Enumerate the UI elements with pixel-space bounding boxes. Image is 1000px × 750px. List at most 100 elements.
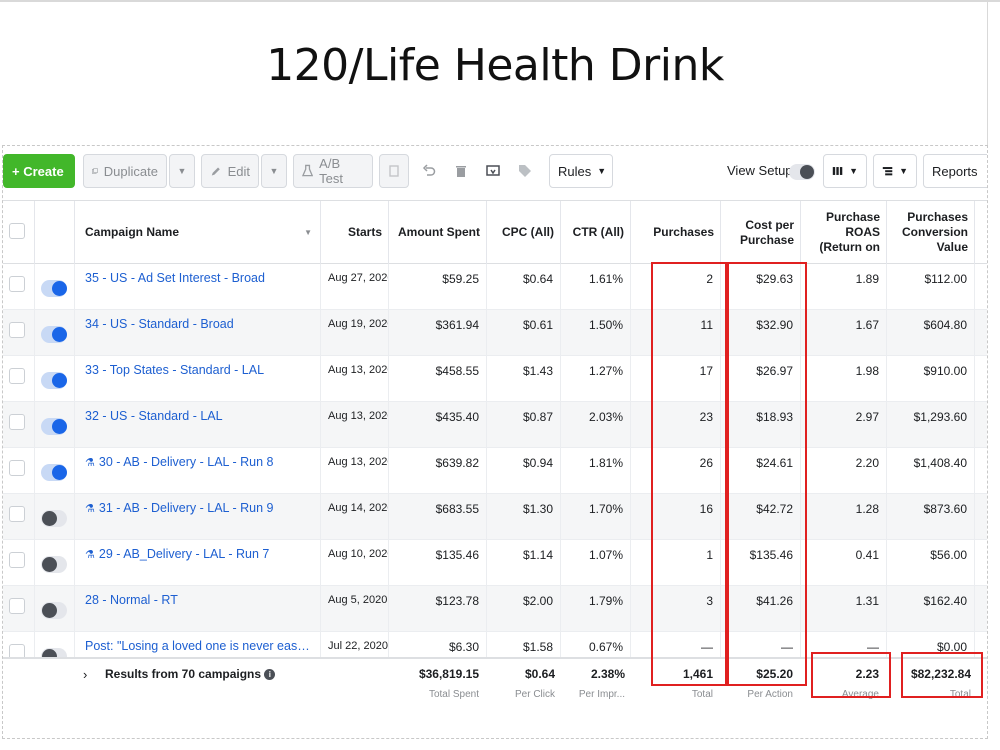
header-select-cell <box>3 201 35 264</box>
column-header-purchase-roas[interactable]: Purchase ROAS (Return on <box>801 201 887 264</box>
table-row[interactable]: Post: "Losing a loved one is never easy.… <box>3 632 987 662</box>
row-select-cell <box>3 448 35 493</box>
create-button[interactable]: + Create <box>3 154 75 188</box>
summary-cpc-sub: Per Click <box>514 689 555 700</box>
table-row[interactable]: ⚗ 29 - AB_Delivery - LAL - Run 7 Aug 10, 2… <box>3 540 987 586</box>
rules-label: Rules <box>558 163 592 179</box>
cell-amount: $435.40 <box>389 402 487 447</box>
chevron-down-icon: ▼ <box>849 166 858 176</box>
table-row[interactable]: 32 - US - Standard - LAL Aug 13, 2020 $435… <box>3 402 987 448</box>
preview-button[interactable] <box>479 154 507 188</box>
chevron-down-icon: ▼ <box>269 166 279 176</box>
expand-chevron-icon[interactable]: › <box>83 667 88 682</box>
campaign-name-link[interactable]: 34 - US - Standard - Broad <box>75 310 321 355</box>
campaign-status-toggle[interactable] <box>41 602 67 619</box>
table-row[interactable]: ⚗ 30 - AB - Delivery - LAL - Run 8 Aug 13,… <box>3 448 987 494</box>
cell-ctr: 0.67% <box>561 632 631 661</box>
reports-button[interactable]: Reports <box>923 154 987 188</box>
row-checkbox[interactable] <box>9 552 25 568</box>
highlight-purchases-column <box>651 262 729 686</box>
campaign-name-link[interactable]: Post: "Losing a loved one is never easy.… <box>75 632 321 661</box>
toggle-knob <box>52 419 67 434</box>
cell-value: $162.40 <box>887 586 975 631</box>
column-header-amount-spent[interactable]: Amount Spent <box>389 201 487 264</box>
duplicate-button[interactable]: Duplicate <box>83 154 167 188</box>
campaign-status-toggle[interactable] <box>41 464 67 481</box>
row-select-cell <box>3 402 35 447</box>
row-checkbox[interactable] <box>9 368 25 384</box>
row-checkbox[interactable] <box>9 598 25 614</box>
columns-button[interactable]: ▼ <box>823 154 867 188</box>
campaign-status-toggle[interactable] <box>41 556 67 573</box>
view-setup-toggle[interactable] <box>789 164 815 180</box>
summary-cost: $25.20 <box>756 667 793 681</box>
campaign-status-toggle[interactable] <box>41 326 67 343</box>
campaign-name-link[interactable]: 32 - US - Standard - LAL <box>75 402 321 447</box>
flask-icon <box>302 164 314 177</box>
chevron-down-icon: ▼ <box>177 166 187 176</box>
tag-button[interactable] <box>511 154 539 188</box>
table-row[interactable]: 34 - US - Standard - Broad Aug 19, 2020 $3… <box>3 310 987 356</box>
cell-value: $112.00 <box>887 264 975 309</box>
edit-label: Edit <box>227 163 250 179</box>
table-row[interactable]: 35 - US - Ad Set Interest - Broad Aug 27,… <box>3 264 987 310</box>
info-icon[interactable]: i <box>264 669 276 681</box>
campaign-name-link[interactable]: 35 - US - Ad Set Interest - Broad <box>75 264 321 309</box>
campaign-name-link[interactable]: ⚗ 30 - AB - Delivery - LAL - Run 8 <box>75 448 321 493</box>
delete-button[interactable] <box>447 154 475 188</box>
row-toggle-cell <box>35 402 75 447</box>
campaign-status-toggle[interactable] <box>41 372 67 389</box>
campaign-name-link[interactable]: ⚗ 29 - AB_Delivery - LAL - Run 7 <box>75 540 321 585</box>
row-select-cell <box>3 586 35 631</box>
summary-amount: $36,819.15 <box>418 667 479 681</box>
select-all-checkbox[interactable] <box>9 223 25 239</box>
row-checkbox[interactable] <box>9 460 25 476</box>
campaign-status-toggle[interactable] <box>41 280 67 297</box>
undo-button[interactable] <box>415 154 443 188</box>
summary-ctr: 2.38% <box>590 667 625 681</box>
breakdown-button[interactable]: ▼ <box>873 154 917 188</box>
ads-manager-screenshot: + Create Duplicate ▼ Edit ▼ A/B Test <box>2 145 988 739</box>
campaign-status-toggle[interactable] <box>41 418 67 435</box>
cell-cpc: $0.64 <box>487 264 561 309</box>
campaign-status-toggle[interactable] <box>41 510 67 527</box>
campaign-name-text: 31 - AB - Delivery - LAL - Run 9 <box>98 501 274 515</box>
column-header-cost-per-purchase[interactable]: Cost per Purchase <box>721 201 801 264</box>
cell-amount: $123.78 <box>389 586 487 631</box>
row-checkbox[interactable] <box>9 276 25 292</box>
summary-cpc: $0.64 <box>524 667 555 681</box>
copy-button[interactable] <box>379 154 409 188</box>
cell-ctr: 1.61% <box>561 264 631 309</box>
row-checkbox[interactable] <box>9 414 25 430</box>
toggle-knob <box>42 511 57 526</box>
ab-test-button[interactable]: A/B Test <box>293 154 373 188</box>
table-row[interactable]: ⚗ 31 - AB - Delivery - LAL - Run 9 Aug 14,… <box>3 494 987 540</box>
edit-dropdown[interactable]: ▼ <box>261 154 287 188</box>
toggle-knob <box>800 165 814 179</box>
column-header-conversion-value[interactable]: Purchases Conversion Value <box>887 201 975 264</box>
duplicate-dropdown[interactable]: ▼ <box>169 154 195 188</box>
rules-button[interactable]: Rules ▼ <box>549 154 613 188</box>
slide-top-border <box>0 0 1000 2</box>
column-header-ctr[interactable]: CTR (All) <box>561 201 631 264</box>
cell-ctr: 1.50% <box>561 310 631 355</box>
table-row[interactable]: 28 - Normal - RT Aug 5, 2020 $123.78 $2.00 1… <box>3 586 987 632</box>
column-header-campaign-name[interactable]: Campaign Name ▼ <box>75 201 321 264</box>
cell-starts: Aug 27, 2020 <box>321 264 389 309</box>
campaign-name-link[interactable]: 33 - Top States - Standard - LAL <box>75 356 321 401</box>
edit-button[interactable]: Edit <box>201 154 259 188</box>
summary-cost-sub: Per Action <box>747 689 793 700</box>
table-row[interactable]: 33 - Top States - Standard - LAL Aug 13, … <box>3 356 987 402</box>
row-checkbox[interactable] <box>9 322 25 338</box>
column-header-purchases[interactable]: Purchases <box>631 201 721 264</box>
column-header-cpc[interactable]: CPC (All) <box>487 201 561 264</box>
cell-amount: $135.46 <box>389 540 487 585</box>
campaign-name-link[interactable]: 28 - Normal - RT <box>75 586 321 631</box>
column-header-starts[interactable]: Starts <box>321 201 389 264</box>
row-checkbox[interactable] <box>9 506 25 522</box>
cell-ctr: 1.81% <box>561 448 631 493</box>
summary-roas: 2.23 <box>855 667 879 681</box>
cell-cpc: $1.43 <box>487 356 561 401</box>
table-header: Campaign Name ▼ Starts Amount Spent CPC … <box>3 200 987 264</box>
campaign-name-link[interactable]: ⚗ 31 - AB - Delivery - LAL - Run 9 <box>75 494 321 539</box>
